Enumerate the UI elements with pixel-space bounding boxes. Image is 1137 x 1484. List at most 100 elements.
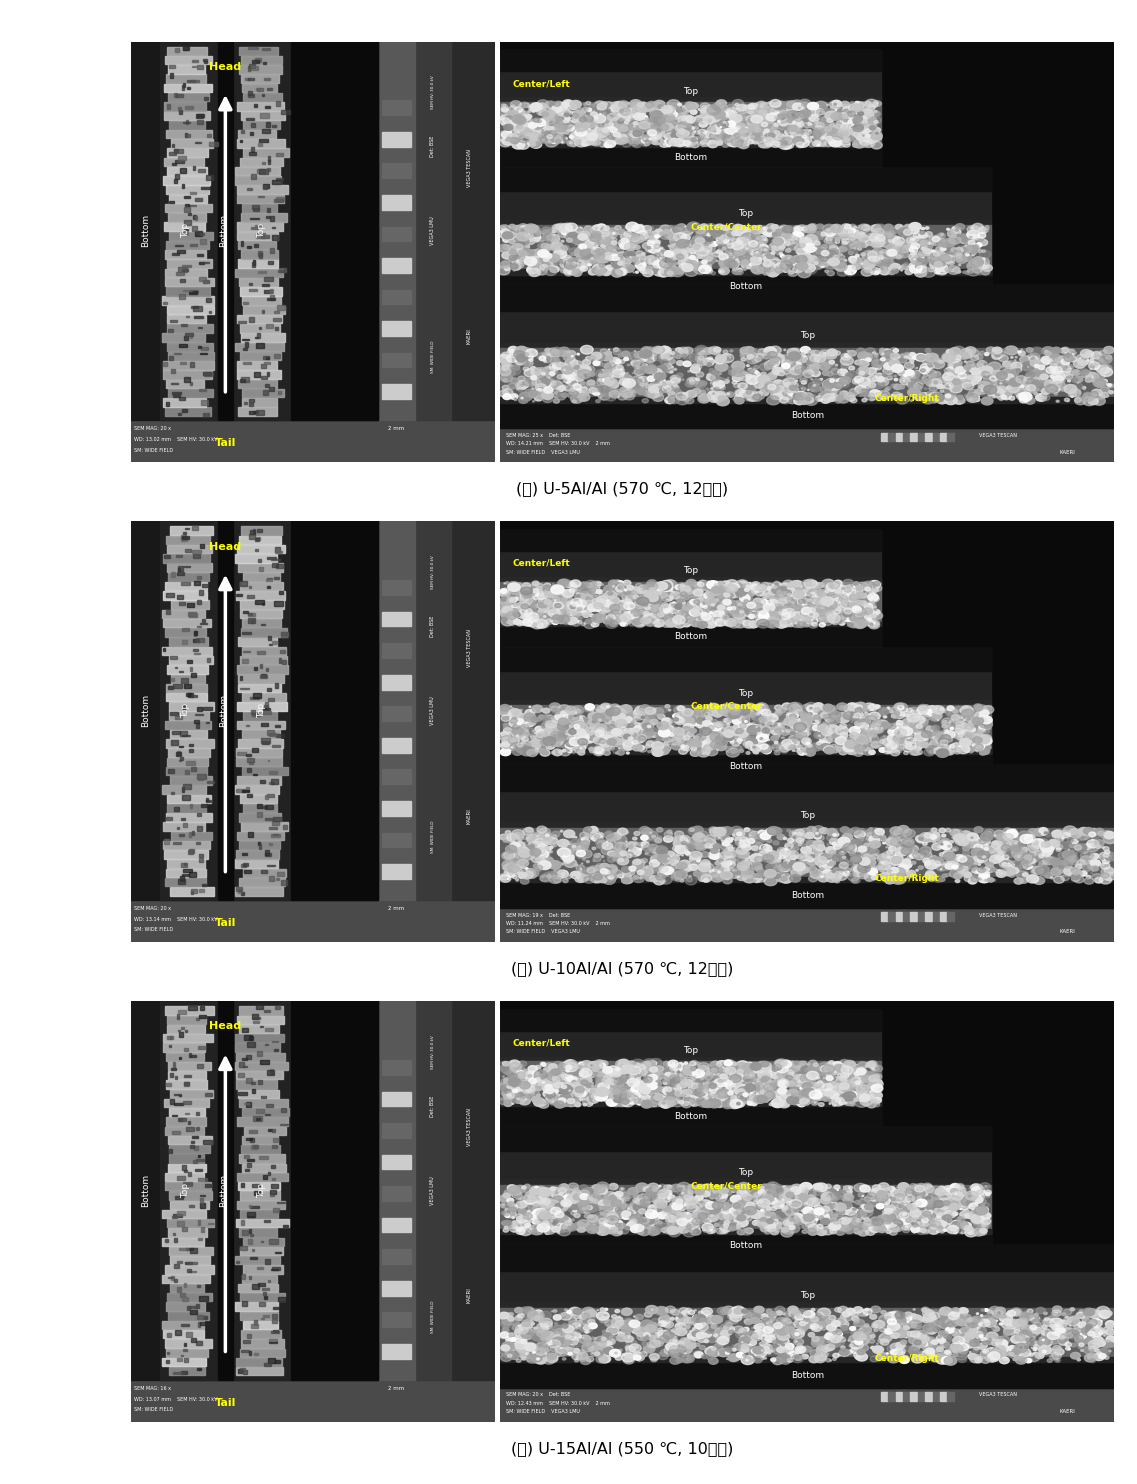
Circle shape (663, 736, 670, 742)
Circle shape (1077, 364, 1084, 368)
Circle shape (626, 1061, 636, 1067)
Circle shape (978, 867, 986, 873)
Text: Top: Top (257, 703, 266, 718)
Circle shape (937, 269, 947, 275)
Circle shape (500, 245, 512, 254)
Circle shape (956, 254, 962, 258)
Circle shape (509, 1206, 516, 1212)
Circle shape (669, 1097, 675, 1101)
Circle shape (649, 1192, 657, 1198)
Circle shape (588, 138, 597, 145)
Circle shape (852, 378, 860, 384)
Circle shape (508, 1352, 518, 1359)
Circle shape (937, 377, 945, 383)
Circle shape (830, 838, 839, 844)
Circle shape (830, 711, 841, 720)
Circle shape (855, 717, 858, 720)
Circle shape (920, 364, 931, 371)
Circle shape (772, 613, 780, 619)
Circle shape (657, 746, 670, 755)
Circle shape (596, 125, 605, 132)
Circle shape (706, 708, 716, 715)
Circle shape (764, 1333, 777, 1342)
Circle shape (590, 234, 601, 242)
Circle shape (669, 1095, 673, 1098)
Circle shape (820, 123, 823, 126)
Circle shape (678, 104, 681, 105)
Circle shape (613, 607, 621, 613)
Circle shape (690, 367, 700, 372)
Circle shape (783, 1187, 788, 1190)
Circle shape (816, 122, 824, 128)
Circle shape (598, 833, 604, 837)
Circle shape (1016, 370, 1020, 372)
Circle shape (575, 595, 580, 598)
Circle shape (572, 1080, 576, 1083)
Circle shape (771, 260, 783, 269)
Circle shape (777, 1071, 788, 1080)
Circle shape (848, 104, 861, 111)
Circle shape (684, 398, 694, 404)
Circle shape (935, 261, 943, 267)
Circle shape (889, 230, 895, 234)
Circle shape (538, 1187, 545, 1192)
Circle shape (662, 1189, 671, 1195)
Circle shape (857, 1076, 861, 1079)
Circle shape (802, 1088, 814, 1097)
Circle shape (499, 138, 512, 147)
Circle shape (696, 1063, 700, 1066)
Circle shape (847, 1218, 856, 1224)
Circle shape (786, 141, 792, 145)
Circle shape (641, 1327, 647, 1331)
Circle shape (954, 742, 961, 746)
Circle shape (771, 1220, 779, 1224)
Circle shape (603, 1083, 606, 1086)
Circle shape (529, 132, 540, 141)
Circle shape (581, 739, 583, 741)
Circle shape (1029, 859, 1036, 864)
Circle shape (805, 749, 815, 757)
Circle shape (729, 1330, 733, 1334)
Circle shape (595, 582, 598, 585)
Circle shape (873, 101, 881, 107)
Circle shape (754, 1330, 766, 1339)
Circle shape (512, 1343, 523, 1350)
Circle shape (595, 358, 601, 362)
Circle shape (1004, 828, 1012, 834)
Circle shape (781, 137, 788, 141)
Circle shape (511, 1077, 514, 1080)
Circle shape (592, 1192, 604, 1199)
Circle shape (1003, 834, 1013, 840)
Circle shape (697, 718, 706, 724)
Circle shape (874, 1321, 883, 1327)
Circle shape (747, 586, 753, 589)
Circle shape (747, 588, 750, 589)
Circle shape (594, 361, 600, 365)
Circle shape (572, 620, 580, 626)
Bar (263, 741, 268, 743)
Circle shape (887, 257, 894, 261)
Circle shape (1088, 398, 1098, 405)
Circle shape (605, 720, 611, 724)
Circle shape (582, 110, 586, 113)
Circle shape (955, 837, 963, 841)
Circle shape (708, 1097, 721, 1104)
Circle shape (633, 608, 646, 616)
Circle shape (637, 264, 639, 266)
Circle shape (526, 123, 531, 126)
Circle shape (1090, 1336, 1103, 1345)
Circle shape (603, 102, 608, 107)
Circle shape (509, 1226, 512, 1227)
Circle shape (541, 1211, 543, 1212)
Circle shape (1039, 844, 1046, 849)
Circle shape (871, 1080, 881, 1086)
Circle shape (563, 1079, 566, 1080)
Bar (451, 1002, 495, 1380)
Circle shape (795, 1217, 804, 1223)
Circle shape (633, 1224, 644, 1232)
Circle shape (1038, 380, 1041, 383)
Bar (163, 1209, 206, 1218)
Circle shape (998, 1350, 1007, 1356)
Circle shape (855, 1339, 863, 1345)
Circle shape (752, 1070, 762, 1076)
